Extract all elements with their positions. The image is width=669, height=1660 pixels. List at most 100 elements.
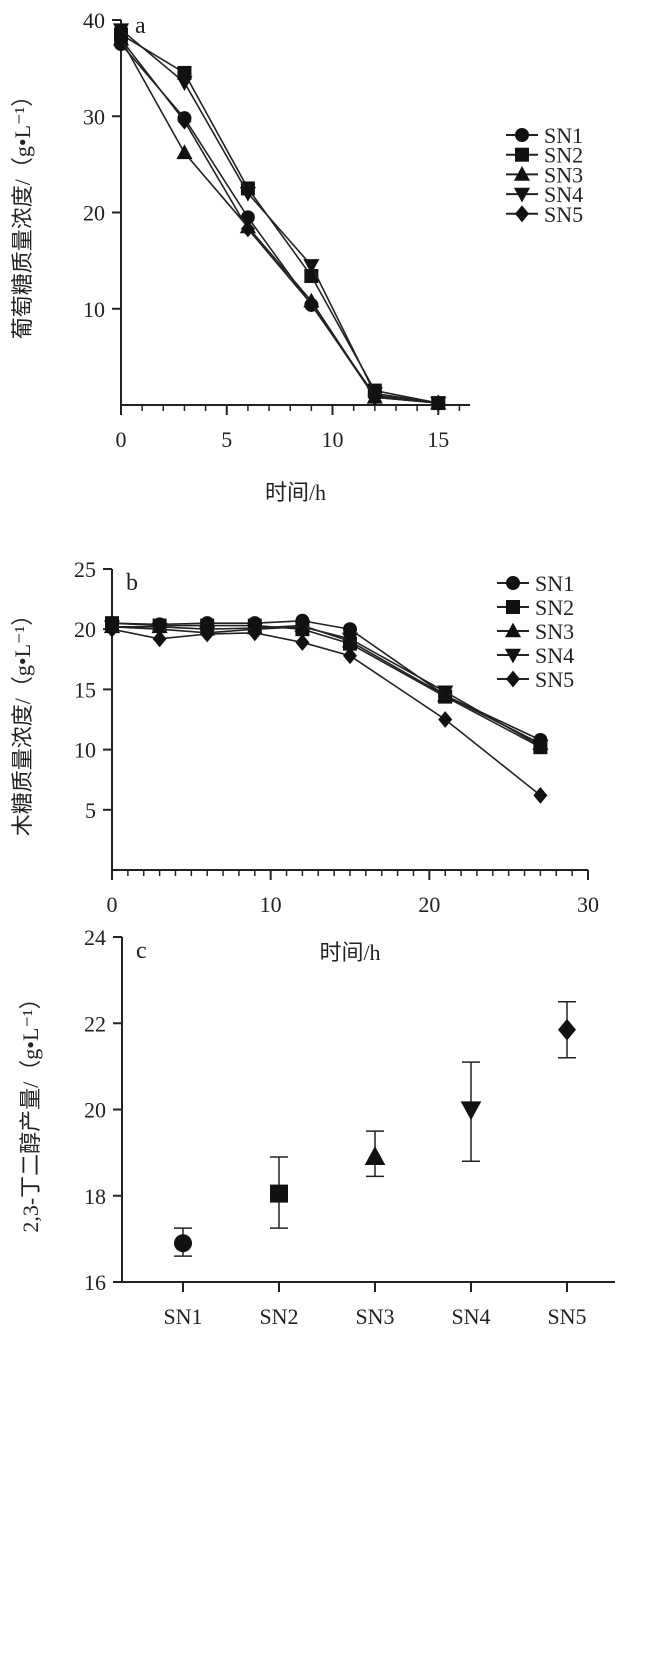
y-tick-label: 24 xyxy=(84,925,106,950)
series-line xyxy=(111,622,541,748)
series-SN4 xyxy=(103,620,549,755)
y-axis-label: 2,3-丁二醇产量/（g•L⁻¹） xyxy=(18,987,43,1232)
data-point xyxy=(240,210,255,225)
data-point xyxy=(532,739,549,755)
series-line xyxy=(120,43,439,404)
legend-marker-square xyxy=(506,600,520,614)
legend-marker-circle xyxy=(515,128,529,142)
legend-label: SN1 xyxy=(535,571,574,596)
data-point xyxy=(151,622,168,638)
data-point xyxy=(112,23,130,39)
series-line xyxy=(120,33,439,404)
legend-label: SN5 xyxy=(544,202,583,227)
data-point xyxy=(240,220,255,238)
series-line xyxy=(111,625,541,747)
data-point xyxy=(247,624,262,642)
data-point xyxy=(294,620,311,636)
y-tick-label: 30 xyxy=(83,104,105,129)
x-tick-label: 30 xyxy=(577,892,599,917)
data-point xyxy=(200,625,215,643)
data-point xyxy=(176,76,193,91)
x-axis-label: 时间/h xyxy=(265,480,326,505)
panel-label: c xyxy=(136,938,147,964)
data-point xyxy=(533,786,548,804)
series-SN5 xyxy=(114,30,446,412)
legend-label: SN3 xyxy=(544,162,583,187)
legend-label: SN4 xyxy=(544,182,583,207)
y-tick-label: 20 xyxy=(84,1098,106,1123)
legend-marker-triangle-down xyxy=(504,648,522,664)
data-point xyxy=(438,711,453,728)
data-point xyxy=(239,186,256,202)
series-line xyxy=(111,628,541,796)
data-point xyxy=(303,259,320,274)
x-tick-label: 10 xyxy=(260,892,282,917)
x-tick-label: 15 xyxy=(427,427,449,452)
panel-label: b xyxy=(126,570,138,596)
legend-marker-square xyxy=(515,147,529,162)
x-tick-label: 0 xyxy=(116,427,127,452)
series-SN5 xyxy=(105,620,548,804)
legend-label: SN5 xyxy=(535,667,574,692)
data-point xyxy=(341,632,359,648)
legend-marker-triangle-up xyxy=(513,166,531,181)
legend-label: SN4 xyxy=(535,643,574,668)
data-point xyxy=(177,112,192,130)
data-point xyxy=(437,685,454,701)
x-tick-label: SN1 xyxy=(163,1304,202,1329)
legend-marker-diamond xyxy=(515,205,529,223)
x-tick-label: 5 xyxy=(221,427,232,452)
y-tick-label: 15 xyxy=(74,677,96,702)
panel-a: a 10 20 30 40 葡萄糖质量浓度/（g•L⁻¹） 0 5 10 15 时间/h SN1SN2… xyxy=(10,8,583,505)
legend-marker-triangle-up xyxy=(504,622,522,638)
x-tick-label: SN5 xyxy=(547,1304,586,1329)
y-tick-label: 20 xyxy=(83,201,105,226)
x-tick-label: 0 xyxy=(107,892,118,917)
y-tick-label: 10 xyxy=(83,297,105,322)
legend-label: SN1 xyxy=(544,123,583,148)
panel-c: c 16 18 20 22 24 2,3-丁二醇产量/（g•L⁻¹） SN1 SN2 SN3 SN4… xyxy=(18,925,615,1329)
series-line xyxy=(111,619,541,741)
series-line xyxy=(120,38,439,404)
data-point xyxy=(105,620,119,638)
legend-marker-triangle-down xyxy=(513,187,531,203)
data-point xyxy=(431,394,446,412)
series-line xyxy=(120,29,439,404)
x-tick-label: SN4 xyxy=(451,1304,490,1329)
y-tick-label: 40 xyxy=(83,8,105,33)
y-tick-label: 22 xyxy=(84,1011,106,1036)
y-tick-label: 10 xyxy=(74,738,96,763)
x-tick-label: SN3 xyxy=(355,1304,394,1329)
panel-label: a xyxy=(135,13,146,39)
series-line xyxy=(112,624,541,745)
legend-marker-diamond xyxy=(506,670,520,688)
y-axis-label: 葡萄糖质量浓度/（g•L⁻¹） xyxy=(10,85,35,339)
x-axis-label: 时间/h xyxy=(319,940,380,965)
data-point-SN1 xyxy=(174,1234,192,1253)
legend-label: SN3 xyxy=(535,619,574,644)
data-point xyxy=(152,630,167,648)
data-point xyxy=(176,144,193,160)
data-point xyxy=(304,295,319,313)
y-tick-label: 20 xyxy=(74,617,96,642)
legend-marker-circle xyxy=(506,576,520,590)
data-point xyxy=(295,634,310,651)
data-point xyxy=(114,30,128,48)
x-tick-label: 10 xyxy=(322,427,344,452)
data-point xyxy=(343,647,357,665)
y-tick-label: 16 xyxy=(84,1270,106,1295)
legend-label: SN2 xyxy=(535,595,574,620)
data-point-SN3 xyxy=(364,1146,386,1166)
series-SN3 xyxy=(112,30,447,410)
x-tick-label: 20 xyxy=(418,892,440,917)
legend-label: SN2 xyxy=(544,143,583,168)
data-point-SN5 xyxy=(558,1018,576,1041)
series-SN2 xyxy=(114,27,446,411)
x-tick-label: SN2 xyxy=(259,1304,298,1329)
y-tick-label: 18 xyxy=(84,1184,106,1209)
data-point-SN2 xyxy=(270,1184,288,1203)
y-axis-label: 木糖质量浓度/（g•L⁻¹） xyxy=(10,604,35,836)
data-point-SN4 xyxy=(460,1101,482,1121)
